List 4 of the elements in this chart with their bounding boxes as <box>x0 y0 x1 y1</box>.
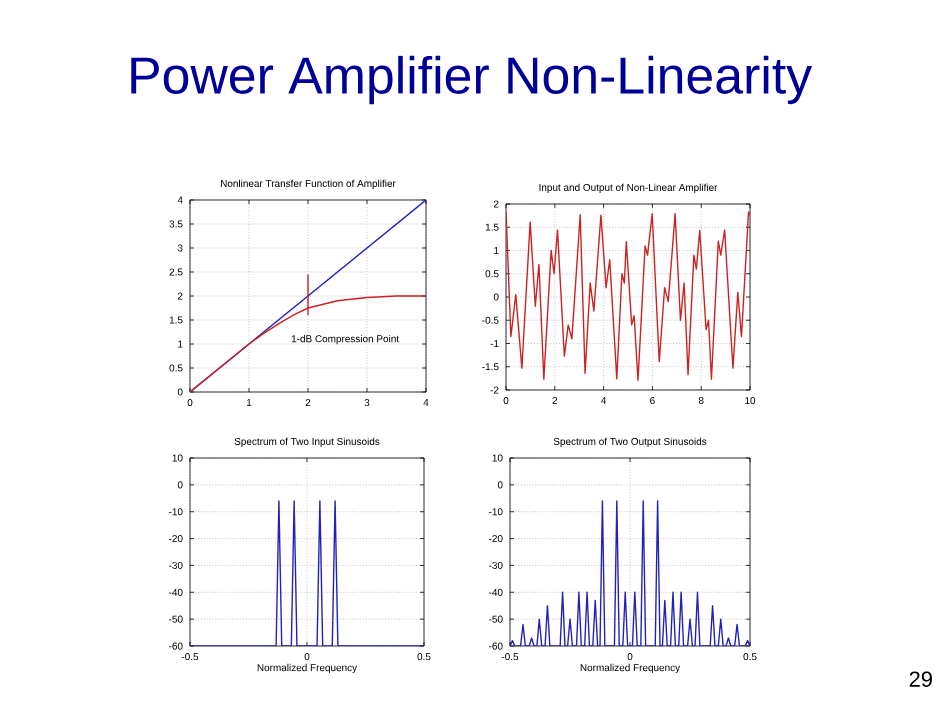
text: Power Amplifier Non-Linearity <box>131 55 813 105</box>
line-series <box>506 211 751 381</box>
text: 29 <box>909 671 932 687</box>
line-series <box>510 500 751 647</box>
